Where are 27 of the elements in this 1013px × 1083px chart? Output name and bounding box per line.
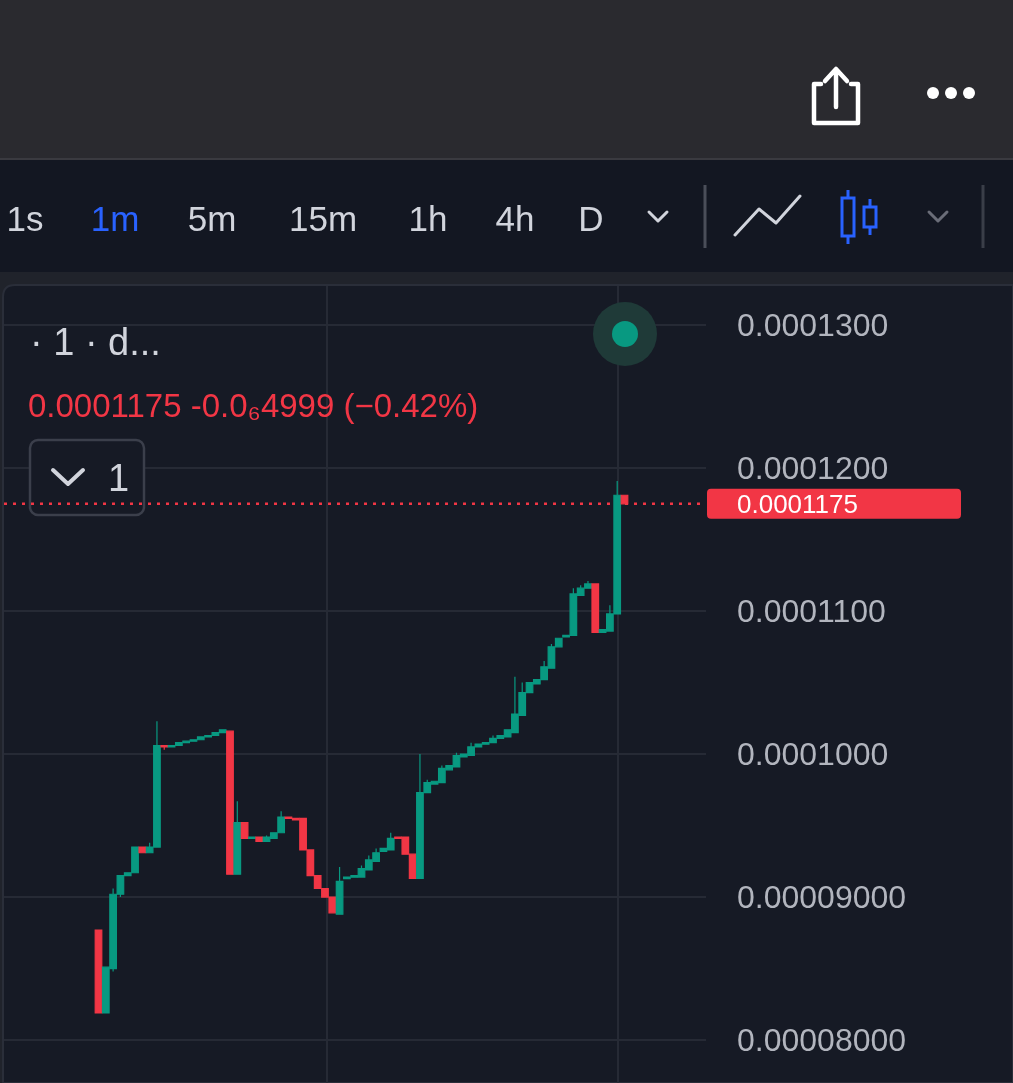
candlestick <box>233 800 242 875</box>
y-tick-label: 0.00008000 <box>737 1022 907 1059</box>
text: 1s <box>6 199 44 238</box>
y-tick-label: 0.0001200 <box>737 450 889 487</box>
candlestick <box>138 846 147 854</box>
ref-line-label: 0.0001175 <box>737 488 858 519</box>
candlestick <box>591 583 600 634</box>
y-tick-label: 0.0001300 <box>737 307 889 344</box>
candlestick <box>94 929 103 1014</box>
text: 4h <box>495 199 535 238</box>
annotation: 0.0001175 -0.0₆4999 (−0.42%) <box>28 387 479 424</box>
text: 1h <box>408 199 448 238</box>
candlestick <box>240 822 249 840</box>
y-tick-label: 0.00009000 <box>737 879 907 916</box>
text: 5m <box>187 199 237 238</box>
y-tick-label: 0.0001000 <box>737 736 889 773</box>
annotation: · 1 · d... <box>30 321 161 363</box>
candlestick <box>335 866 344 915</box>
annotation: 1 <box>108 457 130 499</box>
candlestick <box>248 836 256 840</box>
candlestick <box>255 836 264 842</box>
y-tick-label: 0.0001100 <box>737 593 886 630</box>
candlestick <box>160 744 169 751</box>
text: 15m <box>288 199 358 238</box>
text: 1m <box>90 199 140 238</box>
text: D <box>578 199 604 238</box>
candlestick <box>226 730 234 875</box>
